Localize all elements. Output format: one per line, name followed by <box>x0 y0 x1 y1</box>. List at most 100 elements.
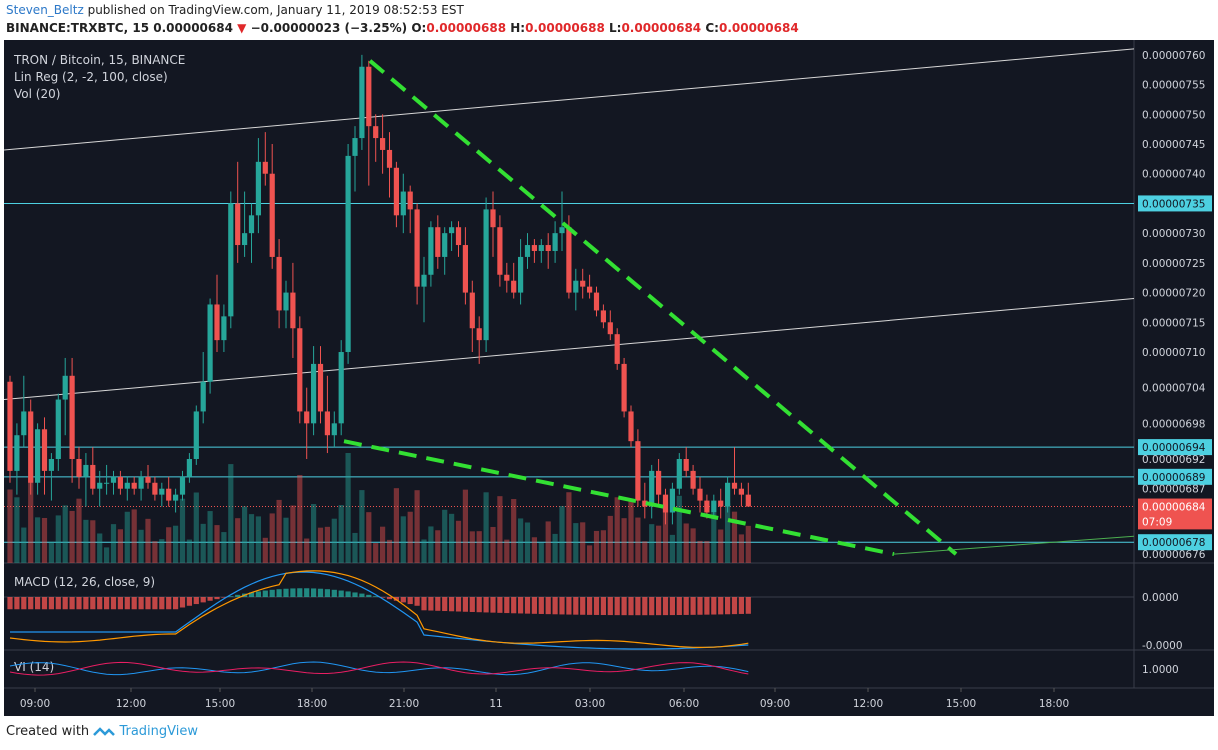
dashed-trendline <box>368 59 958 556</box>
macd-histogram-bar <box>711 597 717 615</box>
macd-histogram-bar <box>311 588 317 597</box>
candle-body <box>7 381 13 471</box>
high-label: H: <box>510 21 526 35</box>
candle-body <box>221 316 227 341</box>
macd-histogram-bar <box>324 589 330 597</box>
volume-bar <box>718 529 724 563</box>
macd-histogram-bar <box>104 597 110 610</box>
candle-body <box>97 482 103 489</box>
candle-body <box>690 470 696 489</box>
candle-body <box>449 227 455 234</box>
volume-bar <box>580 522 586 563</box>
volume-bar <box>290 505 296 563</box>
volume-bar <box>110 524 117 563</box>
candle-body <box>235 203 241 246</box>
volume-bar <box>214 525 220 563</box>
candle-body <box>676 458 682 489</box>
candle-body <box>104 482 110 484</box>
candle-body <box>393 167 399 216</box>
macd-histogram-bar <box>69 597 75 610</box>
volume-bar <box>662 501 669 563</box>
volume-bar <box>200 523 206 563</box>
candle-body <box>531 245 537 251</box>
time-tick-label: 18:00 <box>297 698 327 710</box>
volume-bar <box>248 514 255 563</box>
candle-body <box>593 292 600 311</box>
volume-bar <box>400 516 406 563</box>
candle-body <box>317 363 324 412</box>
candle-body <box>600 310 606 323</box>
price-tick-label: 0.00000730 <box>1142 228 1205 240</box>
macd-histogram-bar <box>235 594 241 597</box>
volume-bar <box>373 543 379 563</box>
tradingview-brand[interactable]: TradingView <box>119 724 198 739</box>
volume-bar <box>124 511 130 563</box>
macd-histogram-bar <box>166 597 172 610</box>
volume-bar <box>462 489 468 563</box>
candle-body <box>228 203 234 317</box>
volume-bar <box>366 512 372 563</box>
candle-body <box>297 328 303 412</box>
volume-bar <box>566 492 572 563</box>
candle-body <box>359 66 365 139</box>
candle-body <box>731 482 738 489</box>
candle-body <box>435 227 441 257</box>
candle-body <box>656 470 662 495</box>
volume-bar <box>607 515 613 563</box>
volume-bar <box>69 510 75 563</box>
volume-bar <box>504 539 510 563</box>
macd-histogram-bar <box>276 589 282 597</box>
macd-histogram-bar <box>124 597 130 610</box>
macd-histogram-bar <box>41 597 48 610</box>
volume-bar <box>414 490 420 563</box>
candle-body <box>83 464 89 477</box>
volume-bar <box>621 518 627 563</box>
candle-body <box>262 161 268 174</box>
volume-bar <box>297 475 303 563</box>
candle-body <box>324 411 330 436</box>
symbol-label: BINANCE:TRXBTC, 15 <box>6 21 150 35</box>
macd-histogram-bar <box>193 597 199 605</box>
volume-bar <box>676 495 682 563</box>
volume-bar <box>311 504 317 563</box>
close-label: C: <box>705 21 719 35</box>
macd-histogram-bar <box>359 593 365 597</box>
price-tick-label: 0.00000687 <box>1142 484 1205 496</box>
macd-histogram-bar <box>221 597 227 598</box>
volume-bar <box>317 527 324 563</box>
macd-histogram-bar <box>331 589 337 597</box>
candle-body <box>407 191 413 210</box>
volume-bar <box>449 513 455 563</box>
candle-body <box>186 458 192 477</box>
author-link[interactable]: Steven_Beltz <box>6 3 84 17</box>
candle-body <box>635 441 641 501</box>
candle-body <box>311 363 317 424</box>
candle-body <box>21 411 27 436</box>
volume-bar <box>324 526 330 563</box>
volume-bar <box>524 522 531 563</box>
price-tick-label: 0.00000710 <box>1142 347 1205 359</box>
volume-bar <box>131 509 137 563</box>
volume-bar <box>55 515 61 563</box>
time-tick-label: 18:00 <box>1039 698 1069 710</box>
volume-bar <box>255 516 261 563</box>
macd-histogram-bar <box>476 597 482 613</box>
macd-histogram-bar <box>262 590 268 597</box>
price-chart[interactable]: 0.00000760 0.00000755 0.00000750 0.00000745… <box>3 40 1214 716</box>
legend-vol: Vol (20) <box>14 87 60 101</box>
macd-histogram-bar <box>587 597 593 615</box>
macd-histogram-bar <box>725 597 731 615</box>
down-arrow-icon: ▼ <box>237 21 247 35</box>
price-change: −0.00000023 (−3.25%) <box>250 21 408 35</box>
macd-histogram-bar <box>345 591 351 597</box>
volume-bar <box>179 498 186 563</box>
volume-bar <box>35 517 41 563</box>
time-tick-label: 09:00 <box>760 698 790 710</box>
chart-area[interactable]: 0.00000760 0.00000755 0.00000750 0.00000745… <box>3 40 1214 716</box>
macd-histogram-bar <box>248 592 255 597</box>
macd-histogram-bar <box>7 597 13 610</box>
price-badge-label: 07:09 <box>1142 516 1172 528</box>
time-tick-label: 12:00 <box>853 698 883 710</box>
candle-body <box>242 233 248 246</box>
candle-body <box>428 227 434 275</box>
